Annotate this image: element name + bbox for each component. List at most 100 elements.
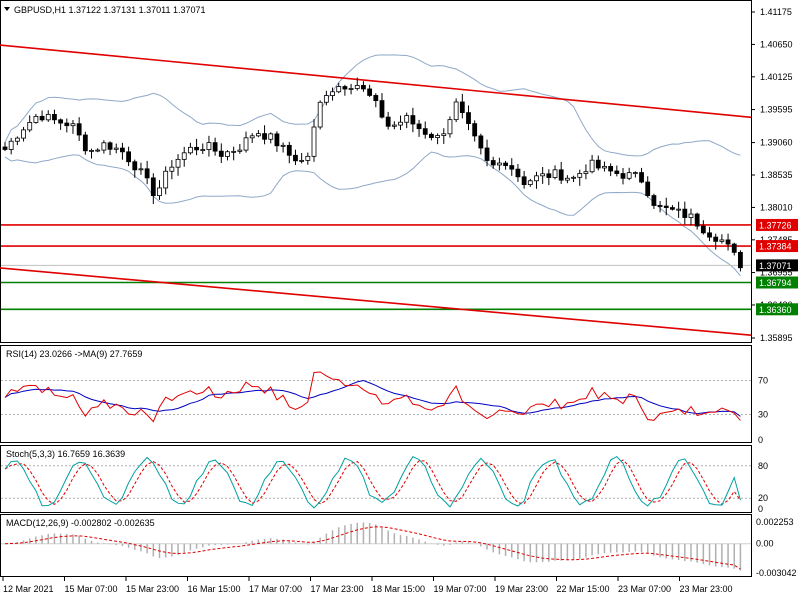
candle-body [620, 173, 626, 179]
candle-body [342, 86, 348, 90]
stoch-panel-frame [0, 445, 752, 513]
price-tag-box [756, 259, 798, 272]
candle-body [564, 177, 570, 181]
candle-body [645, 181, 651, 196]
candle-body [286, 144, 292, 156]
candle-body [336, 86, 342, 93]
candle-body [237, 149, 243, 152]
candle-body [404, 115, 410, 123]
macd-y-tick-label: 0.00 [756, 539, 774, 549]
price-tag-box [756, 218, 798, 231]
candle-body [163, 170, 169, 189]
candle-body [52, 114, 57, 121]
candle-body [589, 159, 595, 173]
candle-body [82, 134, 88, 152]
bollinger-upper-band [4, 54, 741, 157]
candle-body [64, 122, 70, 127]
candle-body [231, 150, 237, 153]
x-tick-label: 17 Mar 23:00 [311, 584, 364, 594]
stoch-title: Stoch(5,3,3) 16.7659 16.3639 [6, 449, 125, 459]
candle-body [157, 187, 162, 197]
candle-body [546, 173, 552, 178]
candle-body [33, 115, 39, 123]
candle-body [713, 236, 719, 242]
candle-body [583, 171, 589, 174]
candle-body [120, 147, 125, 153]
price-tag-label: 1.37726 [759, 220, 792, 230]
candle-body [435, 135, 441, 138]
macd-panel-frame [0, 514, 752, 577]
x-tick-label: 23 Mar 23:00 [680, 584, 733, 594]
y-tick-label: 1.37485 [760, 235, 793, 245]
candle-body [694, 213, 700, 227]
candle-body [249, 135, 255, 139]
channel-trendline-0 [0, 44, 752, 119]
candle-body [534, 175, 539, 182]
candle-body [472, 123, 478, 137]
x-tick-label: 22 Mar 15:00 [557, 584, 610, 594]
candle-body [577, 173, 583, 178]
candle-body [688, 213, 694, 218]
price-tag-label: 1.36794 [759, 278, 792, 288]
candle-body [107, 142, 113, 150]
candle-body [725, 239, 731, 245]
candle-body [447, 119, 453, 135]
rsi-line [4, 371, 741, 423]
candle-body [367, 88, 373, 96]
candle-body [218, 150, 224, 157]
y-tick-label: 1.39060 [760, 138, 793, 148]
candle-body [676, 208, 682, 211]
y-tick-label: 1.38535 [760, 170, 793, 180]
candle-body [206, 142, 212, 150]
candle-body [490, 160, 496, 166]
candle-body [558, 169, 564, 181]
candle-body [101, 142, 107, 151]
y-tick-label: 1.41175 [760, 7, 792, 17]
candle-body [731, 243, 737, 253]
candle-body [212, 142, 218, 152]
rsi-panel-frame [0, 345, 752, 443]
candle-body [385, 116, 391, 127]
macd-y-tick-label: -0.003042 [756, 568, 797, 578]
macd-signal-line [4, 526, 741, 570]
candle-body [478, 135, 484, 149]
y-tick-label: 1.35895 [760, 333, 793, 343]
candle-body [348, 88, 354, 90]
candle-body [738, 251, 743, 269]
candle-body [595, 159, 601, 169]
candle-body [429, 133, 434, 138]
candle-body [484, 147, 490, 161]
candle-body [416, 123, 422, 130]
candle-body [311, 126, 317, 157]
candle-body [8, 140, 14, 150]
candle-body [70, 123, 76, 127]
price-tag-label: 1.37071 [759, 261, 792, 271]
candle-body [540, 173, 546, 177]
candle-body [181, 152, 187, 160]
candle-body [515, 168, 521, 178]
candle-body [496, 162, 502, 166]
price-tag-box [756, 303, 798, 316]
candle-body [651, 195, 657, 206]
macd-y-tick-label: 0.002253 [756, 517, 794, 527]
candle-body [373, 95, 379, 102]
candle-body [2, 146, 8, 150]
collapse-triangle-icon[interactable] [4, 7, 10, 11]
candle-body [361, 85, 366, 90]
stochastic-panel: 80 200 [1, 455, 768, 514]
candle-body [175, 158, 181, 168]
candle-body [632, 172, 638, 174]
stoch-y-tick-label: 80 [758, 461, 768, 471]
macd-panel: 0.002253 0.00 -0.003042 [1, 517, 797, 578]
candle-body [293, 154, 298, 162]
macd-title: MACD(12,26,9) -0.002802 -0.002635 [6, 518, 155, 528]
candle-body [391, 124, 397, 127]
candle-body [27, 122, 33, 131]
candle-body [150, 177, 156, 197]
rsi-title: RSI(14) 23.0266 ->MA(9) 27.7659 [6, 349, 142, 359]
candle-body [132, 161, 138, 171]
candle-body [503, 162, 508, 166]
stoch-y-tick-label: 20 [758, 493, 768, 503]
candle-body [194, 146, 199, 151]
